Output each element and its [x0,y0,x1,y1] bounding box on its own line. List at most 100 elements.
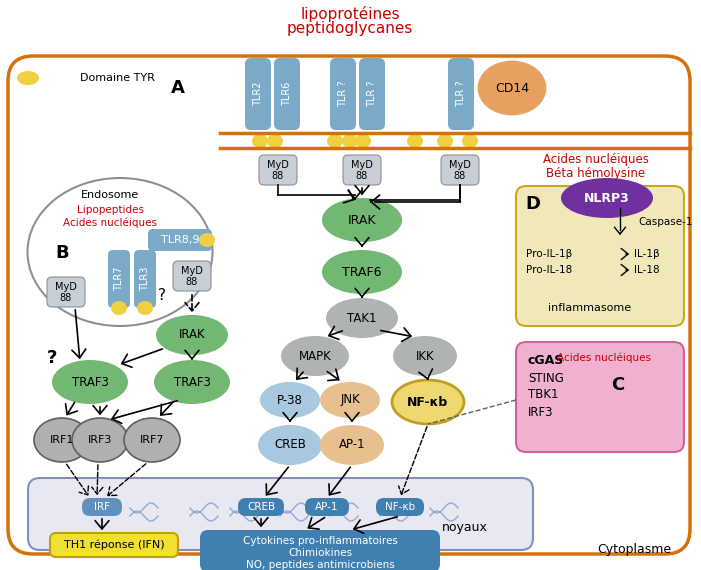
Ellipse shape [124,418,180,462]
Ellipse shape [260,382,320,418]
Ellipse shape [326,298,398,338]
Text: Acides nucléiques: Acides nucléiques [557,353,651,363]
Text: 88: 88 [454,171,466,181]
Ellipse shape [437,134,453,148]
Text: IRAK: IRAK [179,328,205,341]
Ellipse shape [267,134,283,148]
Ellipse shape [393,336,457,376]
Text: noyaux: noyaux [442,522,488,535]
Text: IL-1β: IL-1β [634,249,660,259]
Text: Cytokines pro-inflammatoires: Cytokines pro-inflammatoires [243,536,397,546]
Text: lipoprotéines: lipoprotéines [300,6,400,22]
Text: NO, peptides antimicrobiens: NO, peptides antimicrobiens [245,560,395,570]
Text: Endosome: Endosome [81,190,139,200]
FancyBboxPatch shape [441,155,479,185]
Ellipse shape [111,301,127,315]
Text: TRAF3: TRAF3 [72,376,109,389]
Text: STING: STING [528,372,564,385]
Text: A: A [171,79,185,97]
Text: inflammasome: inflammasome [548,303,632,313]
Text: NF-κb: NF-κb [407,396,449,409]
Ellipse shape [322,250,402,294]
Ellipse shape [199,233,215,247]
FancyBboxPatch shape [259,155,297,185]
Text: IL-18: IL-18 [634,265,660,275]
Text: CREB: CREB [274,438,306,451]
Text: 88: 88 [60,293,72,303]
Text: Pro-IL-1β: Pro-IL-1β [526,249,572,259]
Ellipse shape [322,198,402,242]
FancyBboxPatch shape [305,498,349,516]
Text: MyD: MyD [181,266,203,276]
Text: AP-1: AP-1 [315,502,339,512]
Ellipse shape [320,382,380,418]
FancyBboxPatch shape [343,155,381,185]
Ellipse shape [154,360,230,404]
Text: Chimiokines: Chimiokines [288,548,352,558]
Text: NLRP3: NLRP3 [584,192,630,205]
Ellipse shape [258,425,322,465]
Text: MAPK: MAPK [299,349,332,363]
FancyBboxPatch shape [82,498,122,516]
Text: IRAK: IRAK [348,214,376,226]
Text: Cytoplasme: Cytoplasme [597,544,671,556]
Ellipse shape [342,134,358,148]
Text: Acides nucléiques: Acides nucléiques [63,218,157,228]
Text: TLR2: TLR2 [253,82,263,106]
Ellipse shape [137,301,153,315]
Text: Pro-IL-18: Pro-IL-18 [526,265,572,275]
FancyBboxPatch shape [50,533,178,557]
Text: MyD: MyD [55,282,77,292]
Text: Béta hémolysine: Béta hémolysine [547,168,646,181]
Text: CREB: CREB [247,502,275,512]
FancyBboxPatch shape [274,58,300,130]
Text: IKK: IKK [416,349,435,363]
Text: TLR7: TLR7 [114,267,124,291]
Text: MyD: MyD [351,160,373,170]
Ellipse shape [34,418,90,462]
Text: TLR3: TLR3 [140,267,150,291]
Text: Acides nucléiques: Acides nucléiques [543,153,649,166]
Text: ?: ? [158,287,166,303]
Text: TLR6: TLR6 [282,82,292,106]
Text: B: B [55,244,69,262]
FancyBboxPatch shape [148,229,212,251]
Text: C: C [611,376,625,394]
Text: ?: ? [47,349,57,367]
FancyBboxPatch shape [448,58,474,130]
Text: IRF1: IRF1 [50,435,74,445]
Text: MyD: MyD [267,160,289,170]
Text: 88: 88 [356,171,368,181]
Ellipse shape [320,425,384,465]
Text: cGAS: cGAS [528,353,564,367]
Ellipse shape [156,315,228,355]
Ellipse shape [392,380,464,424]
FancyBboxPatch shape [245,58,271,130]
Text: CD14: CD14 [495,82,529,95]
Text: JNK: JNK [340,393,360,406]
Ellipse shape [462,134,478,148]
FancyBboxPatch shape [330,58,356,130]
Text: TAK1: TAK1 [347,311,376,324]
Text: TLR ?: TLR ? [456,81,466,107]
Ellipse shape [281,336,349,376]
Text: MyD: MyD [449,160,471,170]
Ellipse shape [17,71,39,85]
Ellipse shape [252,134,268,148]
FancyBboxPatch shape [28,478,533,550]
Text: NF-κb: NF-κb [385,502,415,512]
Text: TRAF3: TRAF3 [174,376,210,389]
FancyBboxPatch shape [376,498,424,516]
Text: TRAF6: TRAF6 [342,266,382,279]
FancyBboxPatch shape [173,261,211,291]
FancyBboxPatch shape [108,250,130,308]
Text: Caspase-1: Caspase-1 [638,217,693,227]
Text: IRF3: IRF3 [528,405,554,418]
Ellipse shape [561,178,653,218]
Text: Domaine TYR: Domaine TYR [80,73,155,83]
FancyBboxPatch shape [47,277,85,307]
Ellipse shape [72,418,128,462]
Text: P-38: P-38 [277,393,303,406]
Text: TH1 réponse (IFN): TH1 réponse (IFN) [64,540,164,550]
Text: TBK1: TBK1 [528,389,559,401]
